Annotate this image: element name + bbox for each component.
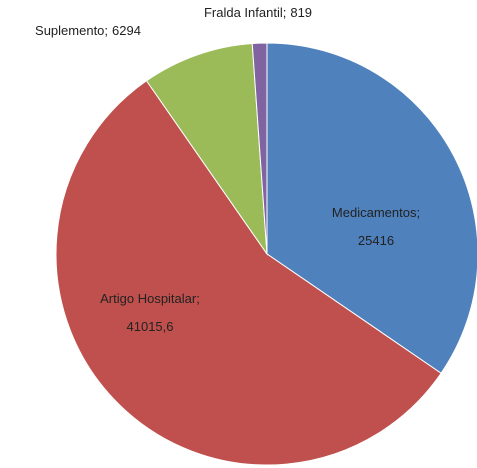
category-name: Fralda Infantil bbox=[204, 5, 283, 20]
value-label: 41015,6 bbox=[127, 319, 174, 334]
value-label: 25416 bbox=[358, 233, 394, 248]
value-label: 6294 bbox=[112, 23, 141, 38]
pie-slice bbox=[55, 80, 442, 466]
label-separator: ; bbox=[416, 205, 420, 220]
category-name: Medicamentos bbox=[332, 205, 417, 220]
category-name: Suplemento bbox=[35, 23, 104, 38]
pie-slice bbox=[266, 42, 477, 374]
category-name: Artigo Hospitalar bbox=[100, 291, 197, 306]
label-separator: ; bbox=[283, 5, 287, 20]
label-separator: ; bbox=[104, 23, 108, 38]
label-separator: ; bbox=[196, 291, 200, 306]
pie-slice bbox=[251, 42, 268, 255]
data-label: Medicamentos; 25416 bbox=[332, 205, 420, 248]
pie-slice bbox=[145, 42, 268, 256]
data-label: Fralda Infantil; 819 bbox=[204, 5, 312, 20]
data-label: Artigo Hospitalar; 41015,6 bbox=[100, 291, 200, 334]
value-label: 819 bbox=[290, 5, 312, 20]
data-label: Suplemento; 6294 bbox=[35, 23, 141, 38]
